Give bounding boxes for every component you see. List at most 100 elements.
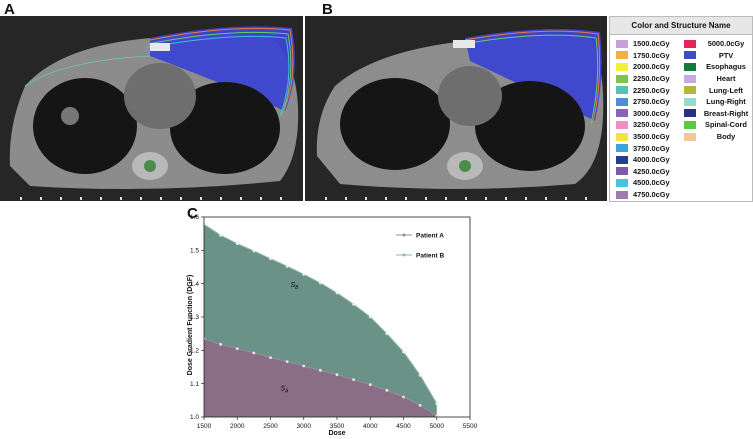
data-point	[285, 360, 289, 364]
legend-item: Esophagus	[684, 61, 751, 73]
legend-column-2: 5000.0cGy PTV Esophagus Heart Lung-Left Lung-…	[684, 38, 751, 142]
data-point	[385, 388, 389, 392]
panel-label-a: A	[4, 1, 15, 18]
y-tick-label: 1.4	[190, 281, 199, 288]
legend-label: 3500.0cGy	[633, 132, 670, 142]
legend-swatch	[684, 109, 696, 118]
x-tick-label: 1500	[197, 423, 212, 430]
legend-swatch	[616, 132, 628, 141]
x-tick-label: 2000	[230, 423, 245, 430]
legend-item: Body	[684, 131, 751, 143]
legend-label: 3750.0cGy	[633, 143, 670, 153]
data-point	[235, 347, 239, 351]
data-point	[252, 249, 256, 253]
legend-label: 2750.0cGy	[633, 97, 670, 107]
legend-label: 5000.0cGy	[707, 39, 745, 49]
legend-item: 4250.0cGy	[616, 166, 670, 178]
legend-item: Heart	[684, 73, 751, 85]
legend-label: PTV	[718, 50, 734, 60]
legend-swatch	[684, 86, 696, 95]
annotation-sub: B	[295, 285, 299, 291]
legend-label: 1500.0cGy	[633, 39, 670, 49]
legend-item: Spinal-Cord	[684, 119, 751, 131]
legend-item: 4500.0cGy	[616, 177, 670, 189]
area-patient-a	[204, 338, 437, 417]
legend-item: 3500.0cGy	[616, 131, 670, 143]
legend-item: 4750.0cGy	[616, 189, 670, 201]
y-tick-label: 1.1	[190, 381, 199, 388]
legend-label: Breast-Right	[703, 108, 749, 118]
legend-item: 1500.0cGy	[616, 38, 670, 50]
data-point	[335, 373, 339, 377]
data-point	[219, 233, 223, 237]
legend-swatch	[616, 155, 628, 164]
chart-legend-marker	[402, 253, 406, 257]
panel-label-b: B	[322, 1, 333, 18]
data-point	[418, 403, 422, 407]
legend-item: Breast-Right	[684, 108, 751, 120]
legend-item: 3750.0cGy	[616, 142, 670, 154]
legend-label: 3000.0cGy	[633, 108, 670, 118]
legend-label: 4500.0cGy	[633, 178, 670, 188]
legend-swatch	[616, 39, 628, 48]
data-point	[435, 402, 439, 406]
data-point	[219, 342, 223, 346]
legend-label: 4250.0cGy	[633, 166, 670, 176]
legend-item: 3250.0cGy	[616, 119, 670, 131]
dgf-chart: 1500 2000 2500 3000 3500 4000 4500 5000 5500 1.0 1…	[187, 214, 478, 437]
legend-swatch	[616, 144, 628, 153]
panel-label-c: C	[187, 205, 198, 222]
legend-label: 4000.0cGy	[633, 155, 670, 165]
legend-swatch	[616, 51, 628, 60]
ct-image-patient-a	[0, 16, 303, 201]
legend-item: 2250.0cGy	[616, 73, 670, 85]
area-patient-b	[204, 224, 437, 416]
x-tick-label: 3000	[297, 423, 312, 430]
data-point	[418, 373, 422, 377]
area-annotation: SB	[290, 282, 299, 291]
annotation-base: S	[280, 385, 285, 392]
legend-label: Lung-Left	[708, 85, 744, 95]
data-point	[252, 351, 256, 355]
legend-swatch	[684, 39, 696, 48]
chart-legend-marker	[402, 233, 406, 237]
legend-swatch	[616, 74, 628, 83]
legend-swatch	[684, 120, 696, 129]
legend-item: PTV	[684, 50, 751, 62]
ct-scan-a-graphic	[0, 16, 303, 201]
legend-item: Lung-Right	[684, 96, 751, 108]
legend-label: 4750.0cGy	[633, 190, 670, 200]
data-point	[335, 291, 339, 295]
legend-swatch	[616, 62, 628, 71]
legend-swatch	[616, 86, 628, 95]
data-point	[318, 368, 322, 372]
area-annotation: SA	[280, 385, 289, 394]
data-point	[352, 302, 356, 306]
legend-label: 2250.0cGy	[633, 85, 670, 95]
legend-swatch	[616, 97, 628, 106]
legend-swatch	[684, 62, 696, 71]
data-point	[368, 315, 372, 319]
legend-label: Spinal-Cord	[705, 120, 747, 130]
data-point	[269, 257, 272, 261]
x-tick-label: 5000	[430, 423, 445, 430]
y-axis-label: Dose Gradient Function (DGF)	[187, 275, 194, 376]
chart-legend-label: Patient B	[416, 252, 444, 259]
legend-label: 2000.0cGy	[633, 62, 670, 72]
annotation-base: S	[290, 282, 295, 289]
legend-label: Body	[716, 132, 736, 142]
data-point	[352, 378, 356, 382]
legend-swatch	[616, 178, 628, 187]
data-point	[285, 264, 289, 268]
x-tick-label: 2500	[263, 423, 278, 430]
x-axis-label: Dose	[328, 430, 345, 437]
legend-item: 2750.0cGy	[616, 96, 670, 108]
legend-swatch	[684, 132, 696, 141]
legend-item: 1750.0cGy	[616, 50, 670, 62]
legend-item: 5000.0cGy	[684, 38, 751, 50]
legend-swatch	[684, 51, 696, 60]
legend-item: 2250.0cGy	[616, 84, 670, 96]
chart-plot-area: 1500 2000 2500 3000 3500 4000 4500 5000 5500 1.0 1…	[190, 214, 478, 430]
data-point	[385, 332, 389, 336]
legend-swatch	[684, 74, 696, 83]
